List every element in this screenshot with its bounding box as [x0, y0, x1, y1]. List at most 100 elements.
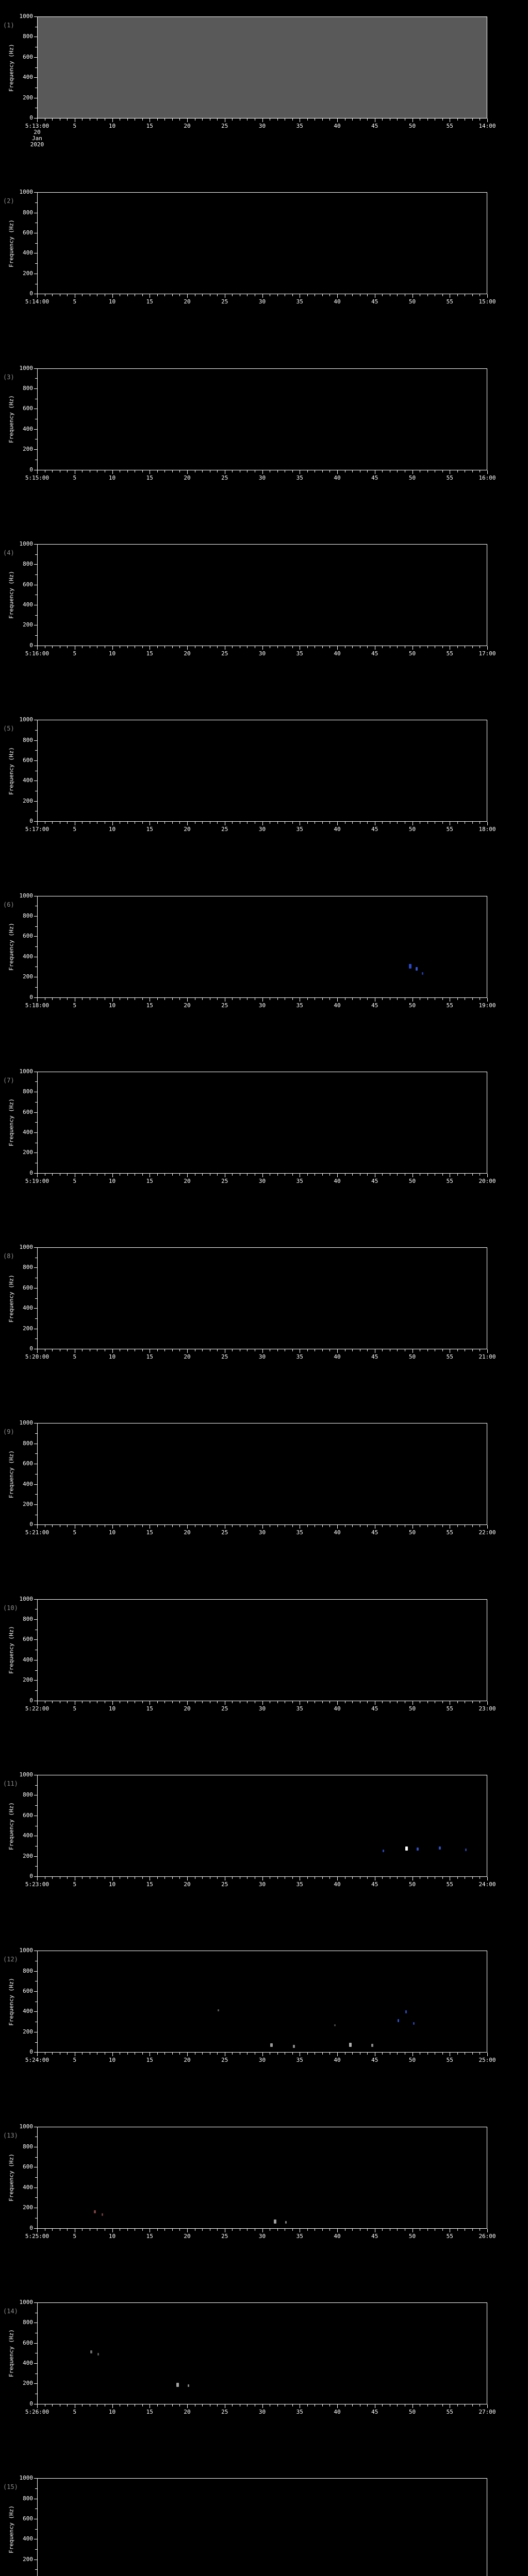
plot-area — [37, 2126, 487, 2228]
x-tick-label: 55 — [446, 2057, 453, 2064]
x-tick-minor — [247, 2404, 248, 2406]
x-axis: 5:23:00 5 10 15 20 25 30 35 40 45 50 55 24:00 — [25, 1876, 496, 1888]
x-tick-minor — [322, 470, 323, 472]
x-tick — [37, 1701, 38, 1705]
y-tick — [34, 57, 37, 58]
x-tick-label: 20 — [184, 2057, 191, 2064]
y-tick — [34, 1971, 37, 1972]
x-tick-minor — [292, 2404, 293, 2406]
x-tick — [412, 2228, 413, 2232]
x-tick-minor — [127, 1525, 128, 1528]
x-tick-label: 50 — [408, 1881, 416, 1888]
y-tick — [34, 916, 37, 917]
x-tick-minor — [247, 2228, 248, 2231]
x-tick-label: 5:13:00 20 Jan 2020 — [25, 123, 50, 148]
y-tick-label: 600 — [23, 2339, 33, 2346]
y-tick-label: 200 — [23, 1852, 33, 1859]
x-tick — [112, 118, 113, 122]
x-tick-label: 30 — [258, 1353, 266, 1361]
x-tick-minor — [352, 1525, 353, 1528]
x-tick — [412, 470, 413, 474]
x-tick — [37, 997, 38, 1002]
x-tick-label: 30 — [258, 1177, 266, 1184]
x-tick-label: 45 — [371, 474, 378, 481]
x-tick-minor — [202, 470, 203, 472]
y-axis-label: Frequency (Hz) — [8, 1450, 15, 1498]
x-tick-label: 30 — [258, 650, 266, 657]
x-tick-minor — [172, 118, 173, 121]
detection-mark — [349, 2042, 352, 2047]
y-axis: 0 200 400 600 800 1000 Frequency (Hz) — [0, 1596, 37, 1703]
x-tick-label: 19:00 — [478, 1002, 496, 1009]
y-tick-label: 200 — [23, 94, 33, 101]
x-tick — [337, 1701, 338, 1705]
x-tick-label: 35 — [296, 1353, 303, 1361]
y-tick — [34, 192, 37, 193]
x-tick-label: 30 — [258, 123, 266, 129]
x-tick-minor — [397, 1877, 398, 1879]
y-tick-label: 600 — [23, 2515, 33, 2522]
x-tick-minor — [307, 2404, 308, 2406]
detection-mark — [416, 1847, 419, 1851]
x-tick-minor — [164, 1173, 166, 1176]
x-tick-minor — [472, 1349, 473, 1352]
x-tick-minor — [442, 1173, 443, 1176]
x-tick-minor — [179, 1349, 180, 1352]
x-tick-minor — [307, 1701, 308, 1703]
x-tick-label: 40 — [334, 298, 341, 306]
y-tick-label: 1000 — [19, 1771, 34, 1778]
y-tick-minor — [35, 2569, 37, 2570]
x-tick — [37, 118, 38, 122]
x-tick-minor — [202, 2053, 203, 2055]
x-tick — [412, 1349, 413, 1353]
panel-12: 0 200 400 600 800 1000 Frequency (Hz) (12) 5:24:… — [0, 1941, 528, 2107]
x-tick — [262, 1877, 263, 1880]
y-tick-label: 0 — [29, 1521, 33, 1528]
x-tick-minor — [127, 2053, 128, 2055]
x-tick-minor — [292, 1173, 293, 1176]
y-tick-label: 0 — [29, 114, 33, 121]
x-tick-label: 5 — [73, 1002, 77, 1009]
x-tick-label: 25 — [221, 1529, 228, 1536]
y-tick-label: 600 — [23, 1811, 33, 1819]
x-tick-minor — [397, 997, 398, 1000]
panel-index: (9) — [3, 1428, 14, 1436]
x-tick-label: 21:00 — [478, 1353, 496, 1361]
x-tick-minor — [277, 1701, 278, 1703]
x-tick-minor — [322, 646, 323, 648]
detection-mark — [412, 2022, 415, 2025]
x-tick-minor — [67, 2053, 68, 2055]
detection-mark — [90, 2350, 92, 2354]
x-tick-minor — [179, 2404, 180, 2406]
y-axis-label: Frequency (Hz) — [8, 571, 15, 619]
y-tick-label: 800 — [23, 1088, 33, 1095]
x-tick-minor — [179, 118, 180, 121]
x-tick-minor — [292, 997, 293, 1000]
x-tick-minor — [164, 2053, 166, 2055]
x-tick-label: 40 — [334, 1529, 341, 1536]
y-tick-label: 0 — [29, 290, 33, 297]
x-tick — [487, 294, 488, 298]
x-tick-minor — [52, 294, 53, 297]
x-axis: 5:15:00 5 10 15 20 25 30 35 40 45 50 55 16:00 — [25, 469, 496, 481]
y-tick-minor — [35, 1453, 37, 1454]
x-tick-label: 30 — [258, 1529, 266, 1536]
panel-4: 0 200 400 600 800 1000 Frequency (Hz) (4) 5:16:0… — [0, 535, 528, 701]
x-tick — [487, 997, 488, 1002]
x-tick — [487, 2404, 488, 2408]
x-tick-minor — [329, 118, 331, 121]
x-tick-minor — [232, 1173, 233, 1176]
x-tick-label: 55 — [446, 1177, 453, 1184]
x-tick-minor — [164, 118, 166, 121]
x-tick-minor — [217, 1701, 218, 1703]
x-tick-minor — [232, 294, 233, 297]
x-tick-label: 5 — [73, 1881, 77, 1888]
x-tick — [37, 2053, 38, 2057]
y-axis: 0 200 400 600 800 1000 Frequency (Hz) — [0, 1069, 37, 1176]
x-tick-minor — [472, 1525, 473, 1528]
x-tick-label: 15 — [146, 1881, 153, 1888]
x-tick-label: 15 — [146, 1353, 153, 1361]
x-tick-minor — [329, 2404, 331, 2406]
x-tick-label: 50 — [408, 2057, 416, 2064]
panel-index: (7) — [3, 1076, 14, 1084]
